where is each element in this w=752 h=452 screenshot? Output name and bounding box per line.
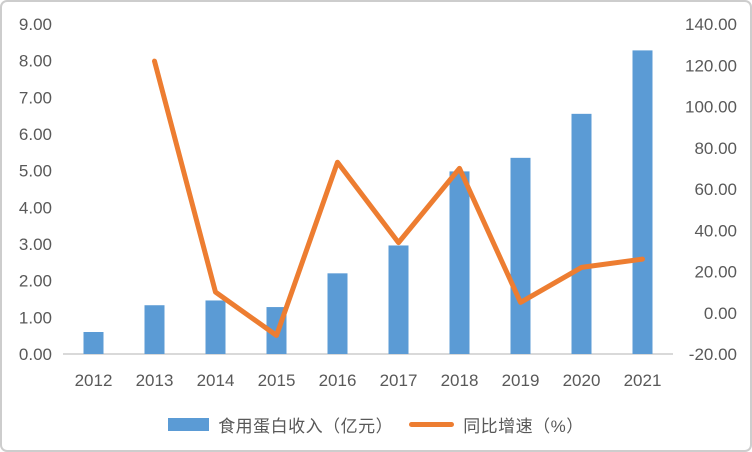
x-axis-category-label: 2013: [136, 371, 174, 390]
left-axis-tick-label: 1.00: [19, 308, 52, 327]
bar-2020: [571, 113, 592, 354]
x-axis-category-label: 2021: [624, 371, 662, 390]
right-axis-tick-label: 40.00: [694, 221, 737, 240]
bar-series-swatch-icon: [168, 417, 210, 431]
legend-label-growth: 同比增速（%）: [463, 416, 584, 436]
x-axis-category-label: 2016: [319, 371, 357, 390]
x-axis-category-label: 2012: [75, 371, 113, 390]
line-series-swatch-icon: [409, 421, 455, 427]
x-axis-category-label: 2014: [197, 371, 235, 390]
left-axis-tick-label: 5.00: [19, 162, 52, 181]
right-axis-tick-label: 120.00: [685, 56, 737, 75]
bar-2019: [510, 157, 531, 354]
left-axis-tick-label: 3.00: [19, 235, 52, 254]
left-axis-tick-label: 7.00: [19, 88, 52, 107]
right-axis-tick-label: 80.00: [694, 139, 737, 158]
bar-2013: [144, 305, 165, 354]
bar-2021: [632, 50, 653, 355]
right-axis-tick-label: 20.00: [694, 263, 737, 282]
bar-2012: [83, 332, 104, 354]
legend-label-revenue: 食用蛋白收入（亿元）: [218, 416, 394, 436]
left-axis-tick-label: 2.00: [19, 272, 52, 291]
right-axis-tick-label: 60.00: [694, 180, 737, 199]
chart-legend: 食用蛋白收入（亿元） 同比增速（%）: [2, 408, 750, 440]
bar-2014: [205, 300, 226, 354]
left-axis-tick-label: 0.00: [19, 345, 52, 364]
legend-item-revenue: 食用蛋白收入（亿元）: [168, 412, 393, 437]
bar-2016: [327, 273, 348, 354]
left-axis-tick-label: 9.00: [19, 15, 52, 34]
right-axis-tick-label: 140.00: [685, 15, 737, 34]
left-axis-tick-label: 8.00: [19, 52, 52, 71]
right-axis-tick-label: 100.00: [685, 98, 737, 117]
left-axis-tick-label: 4.00: [19, 198, 52, 217]
left-axis-tick-label: 6.00: [19, 125, 52, 144]
x-axis-category-label: 2019: [502, 371, 540, 390]
bar-2018: [449, 171, 470, 354]
growth-line-series: [152, 58, 645, 338]
bar-2017: [388, 245, 409, 354]
x-axis-category-label: 2017: [380, 371, 418, 390]
x-axis-category-label: 2015: [258, 371, 296, 390]
x-axis-category-label: 2018: [441, 371, 479, 390]
x-axis-category-label: 2020: [563, 371, 601, 390]
right-axis-tick-label: 0.00: [704, 304, 737, 323]
right-axis-tick-label: -20.00: [689, 345, 737, 364]
legend-item-growth: 同比增速（%）: [409, 412, 584, 437]
